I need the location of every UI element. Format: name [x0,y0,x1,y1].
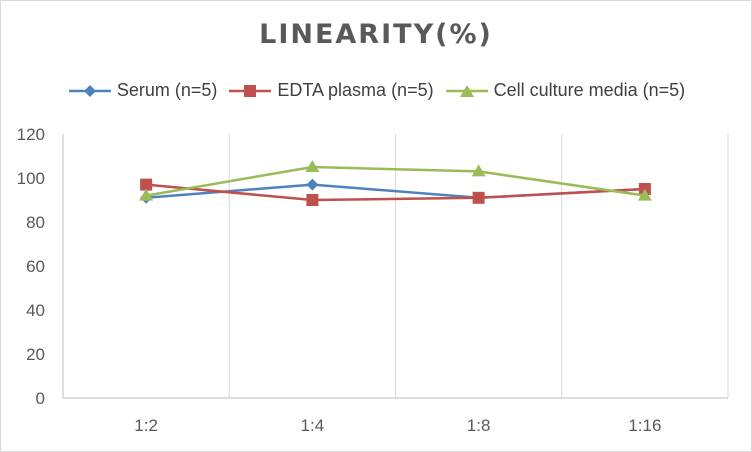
x-tick-label: 1:4 [301,416,325,435]
legend-item-edta-plasma: EDTA plasma (n=5) [227,80,434,101]
y-tick-label: 120 [17,125,45,144]
x-tick-label: 1:2 [134,416,158,435]
data-point-triangle [471,164,486,177]
legend-marker-square-icon [229,84,272,97]
y-tick-label: 60 [26,257,45,276]
legend-item-serum: Serum (n=5) [67,80,218,101]
x-tick-label: 1:8 [467,416,491,435]
y-tick-label: 0 [36,389,45,408]
data-point-triangle [305,160,320,172]
data-point-square [472,191,485,204]
legend-label-edta-plasma: EDTA plasma (n=5) [277,80,434,100]
legend-label-cell-culture-media: Cell culture media (n=5) [493,80,686,100]
y-tick-label: 20 [26,345,45,364]
legend-item-cell-culture-media: Cell culture media (n=5) [444,80,686,101]
x-tick-label: 1:16 [628,416,661,435]
legend-marker-triangle-icon [445,84,488,97]
y-tick-label: 100 [17,169,45,188]
series-line [146,183,645,202]
data-point-diamond [306,178,319,191]
data-point-triangle [139,188,154,201]
chart-title: LINEARITY(%) [259,19,493,50]
chart-legend: Serum (n=5) EDTA plasma (n=5) Cell cultu… [1,80,751,101]
legend-marker-diamond-icon [68,84,111,97]
series-line [145,165,646,197]
data-point-triangle [637,188,652,201]
y-tick-label: 40 [26,301,45,320]
y-tick-label: 80 [26,213,45,232]
legend-label-serum: Serum (n=5) [116,80,218,100]
data-point-square [306,194,319,206]
data-point-square [140,178,153,191]
